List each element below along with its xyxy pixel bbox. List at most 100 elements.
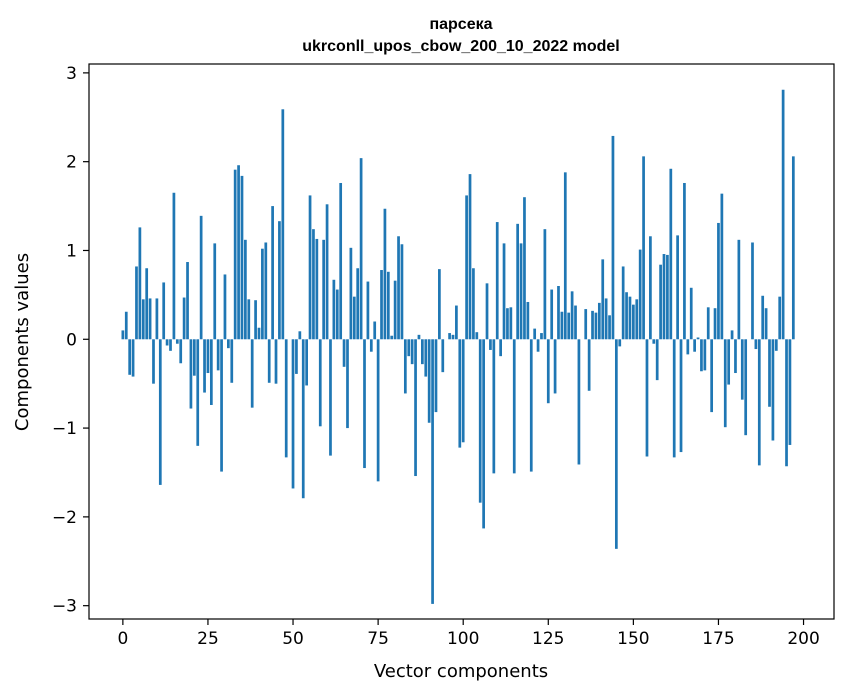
bar — [655, 339, 659, 381]
bar — [632, 304, 635, 340]
bar — [693, 339, 696, 352]
bar — [192, 339, 196, 376]
bar — [295, 339, 298, 374]
bar — [128, 339, 132, 375]
x-tick-label: 200 — [787, 629, 819, 649]
bar — [519, 243, 523, 340]
bar — [155, 298, 159, 340]
x-tick-label: 0 — [117, 629, 128, 649]
bar — [227, 339, 230, 349]
bar — [329, 339, 332, 456]
bar — [179, 339, 183, 364]
bar — [438, 269, 441, 340]
bar — [305, 339, 308, 386]
bar — [723, 339, 727, 428]
bar — [213, 243, 217, 340]
bar — [386, 271, 390, 340]
y-tick-label: −3 — [52, 597, 77, 617]
y-tick-label: 1 — [66, 241, 77, 261]
bar — [553, 339, 557, 394]
bar — [761, 295, 765, 340]
y-tick-label: −2 — [52, 508, 77, 528]
bar — [158, 339, 162, 485]
bar — [781, 89, 785, 340]
bar — [635, 299, 639, 340]
bar — [431, 339, 434, 604]
x-axis-label: Vector components — [374, 661, 548, 682]
bar — [237, 165, 240, 340]
bar — [451, 334, 455, 340]
bar — [557, 286, 560, 340]
bar — [393, 280, 397, 340]
bar — [363, 339, 366, 469]
x-tick-label: 100 — [447, 629, 479, 649]
bar — [546, 339, 550, 404]
bar — [506, 308, 509, 340]
bar — [274, 339, 278, 384]
bar — [461, 339, 465, 443]
bar — [757, 339, 761, 466]
bar — [659, 264, 662, 340]
bar — [713, 308, 717, 340]
bar — [271, 206, 274, 340]
x-tick-label: 50 — [282, 629, 304, 649]
bar — [482, 339, 485, 529]
bar — [774, 339, 778, 351]
bar — [220, 339, 223, 472]
bar — [325, 204, 329, 340]
bar — [162, 282, 166, 340]
bar — [380, 270, 383, 340]
bar — [638, 249, 642, 340]
bar — [322, 239, 326, 340]
bar — [346, 339, 349, 429]
bar — [778, 296, 782, 340]
bar — [441, 339, 445, 373]
bar — [608, 315, 611, 340]
bar — [264, 242, 268, 340]
bar — [373, 321, 377, 340]
bar — [230, 339, 234, 383]
bar — [768, 339, 771, 407]
bar — [536, 339, 540, 352]
bar — [642, 156, 645, 340]
bar — [734, 339, 737, 374]
y-tick-label: 2 — [66, 153, 77, 173]
bar — [737, 239, 741, 340]
bar — [342, 339, 346, 367]
bar — [502, 243, 506, 340]
bar — [403, 339, 407, 394]
bar — [509, 307, 513, 340]
bar — [315, 238, 319, 340]
bar — [526, 301, 530, 340]
y-axis-label: Components values — [12, 253, 33, 431]
bar — [744, 339, 748, 436]
bar — [414, 339, 417, 477]
bar — [533, 328, 537, 340]
bar — [312, 229, 315, 340]
bar — [478, 339, 482, 503]
bar — [652, 339, 656, 344]
bar — [751, 242, 754, 340]
bar — [529, 339, 533, 472]
bar — [676, 235, 679, 340]
bar — [597, 302, 601, 340]
bar — [240, 175, 244, 340]
bar — [135, 266, 138, 340]
bar — [570, 291, 574, 340]
bar — [298, 331, 302, 340]
bar — [209, 339, 213, 405]
bar — [696, 337, 700, 340]
bar — [645, 339, 649, 457]
bar — [700, 339, 703, 372]
bar — [584, 309, 588, 340]
bar — [550, 289, 554, 340]
bar — [560, 311, 564, 340]
bar — [196, 339, 200, 446]
bar — [400, 244, 404, 340]
bar — [203, 339, 206, 393]
bar — [145, 268, 149, 340]
bar — [349, 247, 353, 340]
bar — [366, 281, 370, 340]
bar — [138, 227, 142, 340]
bar — [516, 223, 520, 340]
